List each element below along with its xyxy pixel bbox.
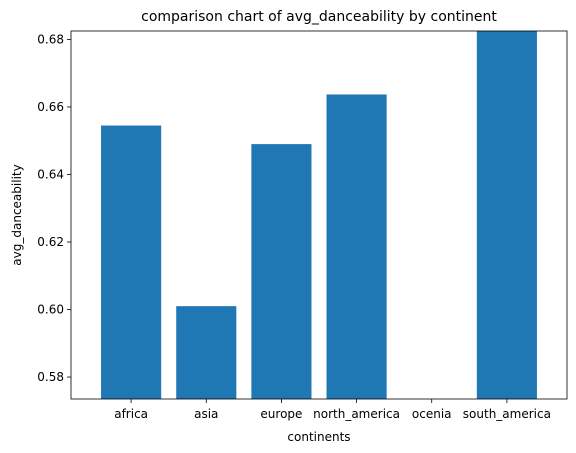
x-tick-label-europe: europe	[260, 407, 302, 421]
y-tick-label: 0.62	[37, 235, 64, 249]
y-axis-ticks: 0.58 0.60 0.62 0.64 0.66 0.68	[37, 32, 71, 384]
y-tick-label: 0.60	[37, 303, 64, 317]
x-tick-label-africa: africa	[114, 407, 148, 421]
x-tick-label-ocenia: ocenia	[412, 407, 452, 421]
x-axis-ticks: africa asia europe north_america ocenia south…	[114, 399, 551, 421]
plot-frame	[70, 30, 568, 400]
bars-group	[101, 31, 537, 400]
x-tick-label-asia: asia	[194, 407, 218, 421]
y-tick-label: 0.66	[37, 100, 64, 114]
y-tick-label: 0.64	[37, 167, 64, 181]
bar-asia	[176, 306, 237, 399]
chart-title: comparison chart of avg_danceability by …	[141, 9, 497, 25]
y-tick-label: 0.68	[37, 32, 64, 46]
y-tick-label: 0.58	[37, 370, 64, 384]
bar-south_america	[476, 31, 537, 399]
bar-europe	[251, 144, 312, 399]
y-axis-label: avg_danceability	[10, 164, 24, 265]
x-axis-label: continents	[287, 430, 350, 444]
bar-north_america	[326, 94, 387, 399]
x-tick-label-south_america: south_america	[463, 407, 551, 421]
x-tick-label-north_america: north_america	[313, 407, 400, 421]
bar-africa	[101, 125, 162, 400]
